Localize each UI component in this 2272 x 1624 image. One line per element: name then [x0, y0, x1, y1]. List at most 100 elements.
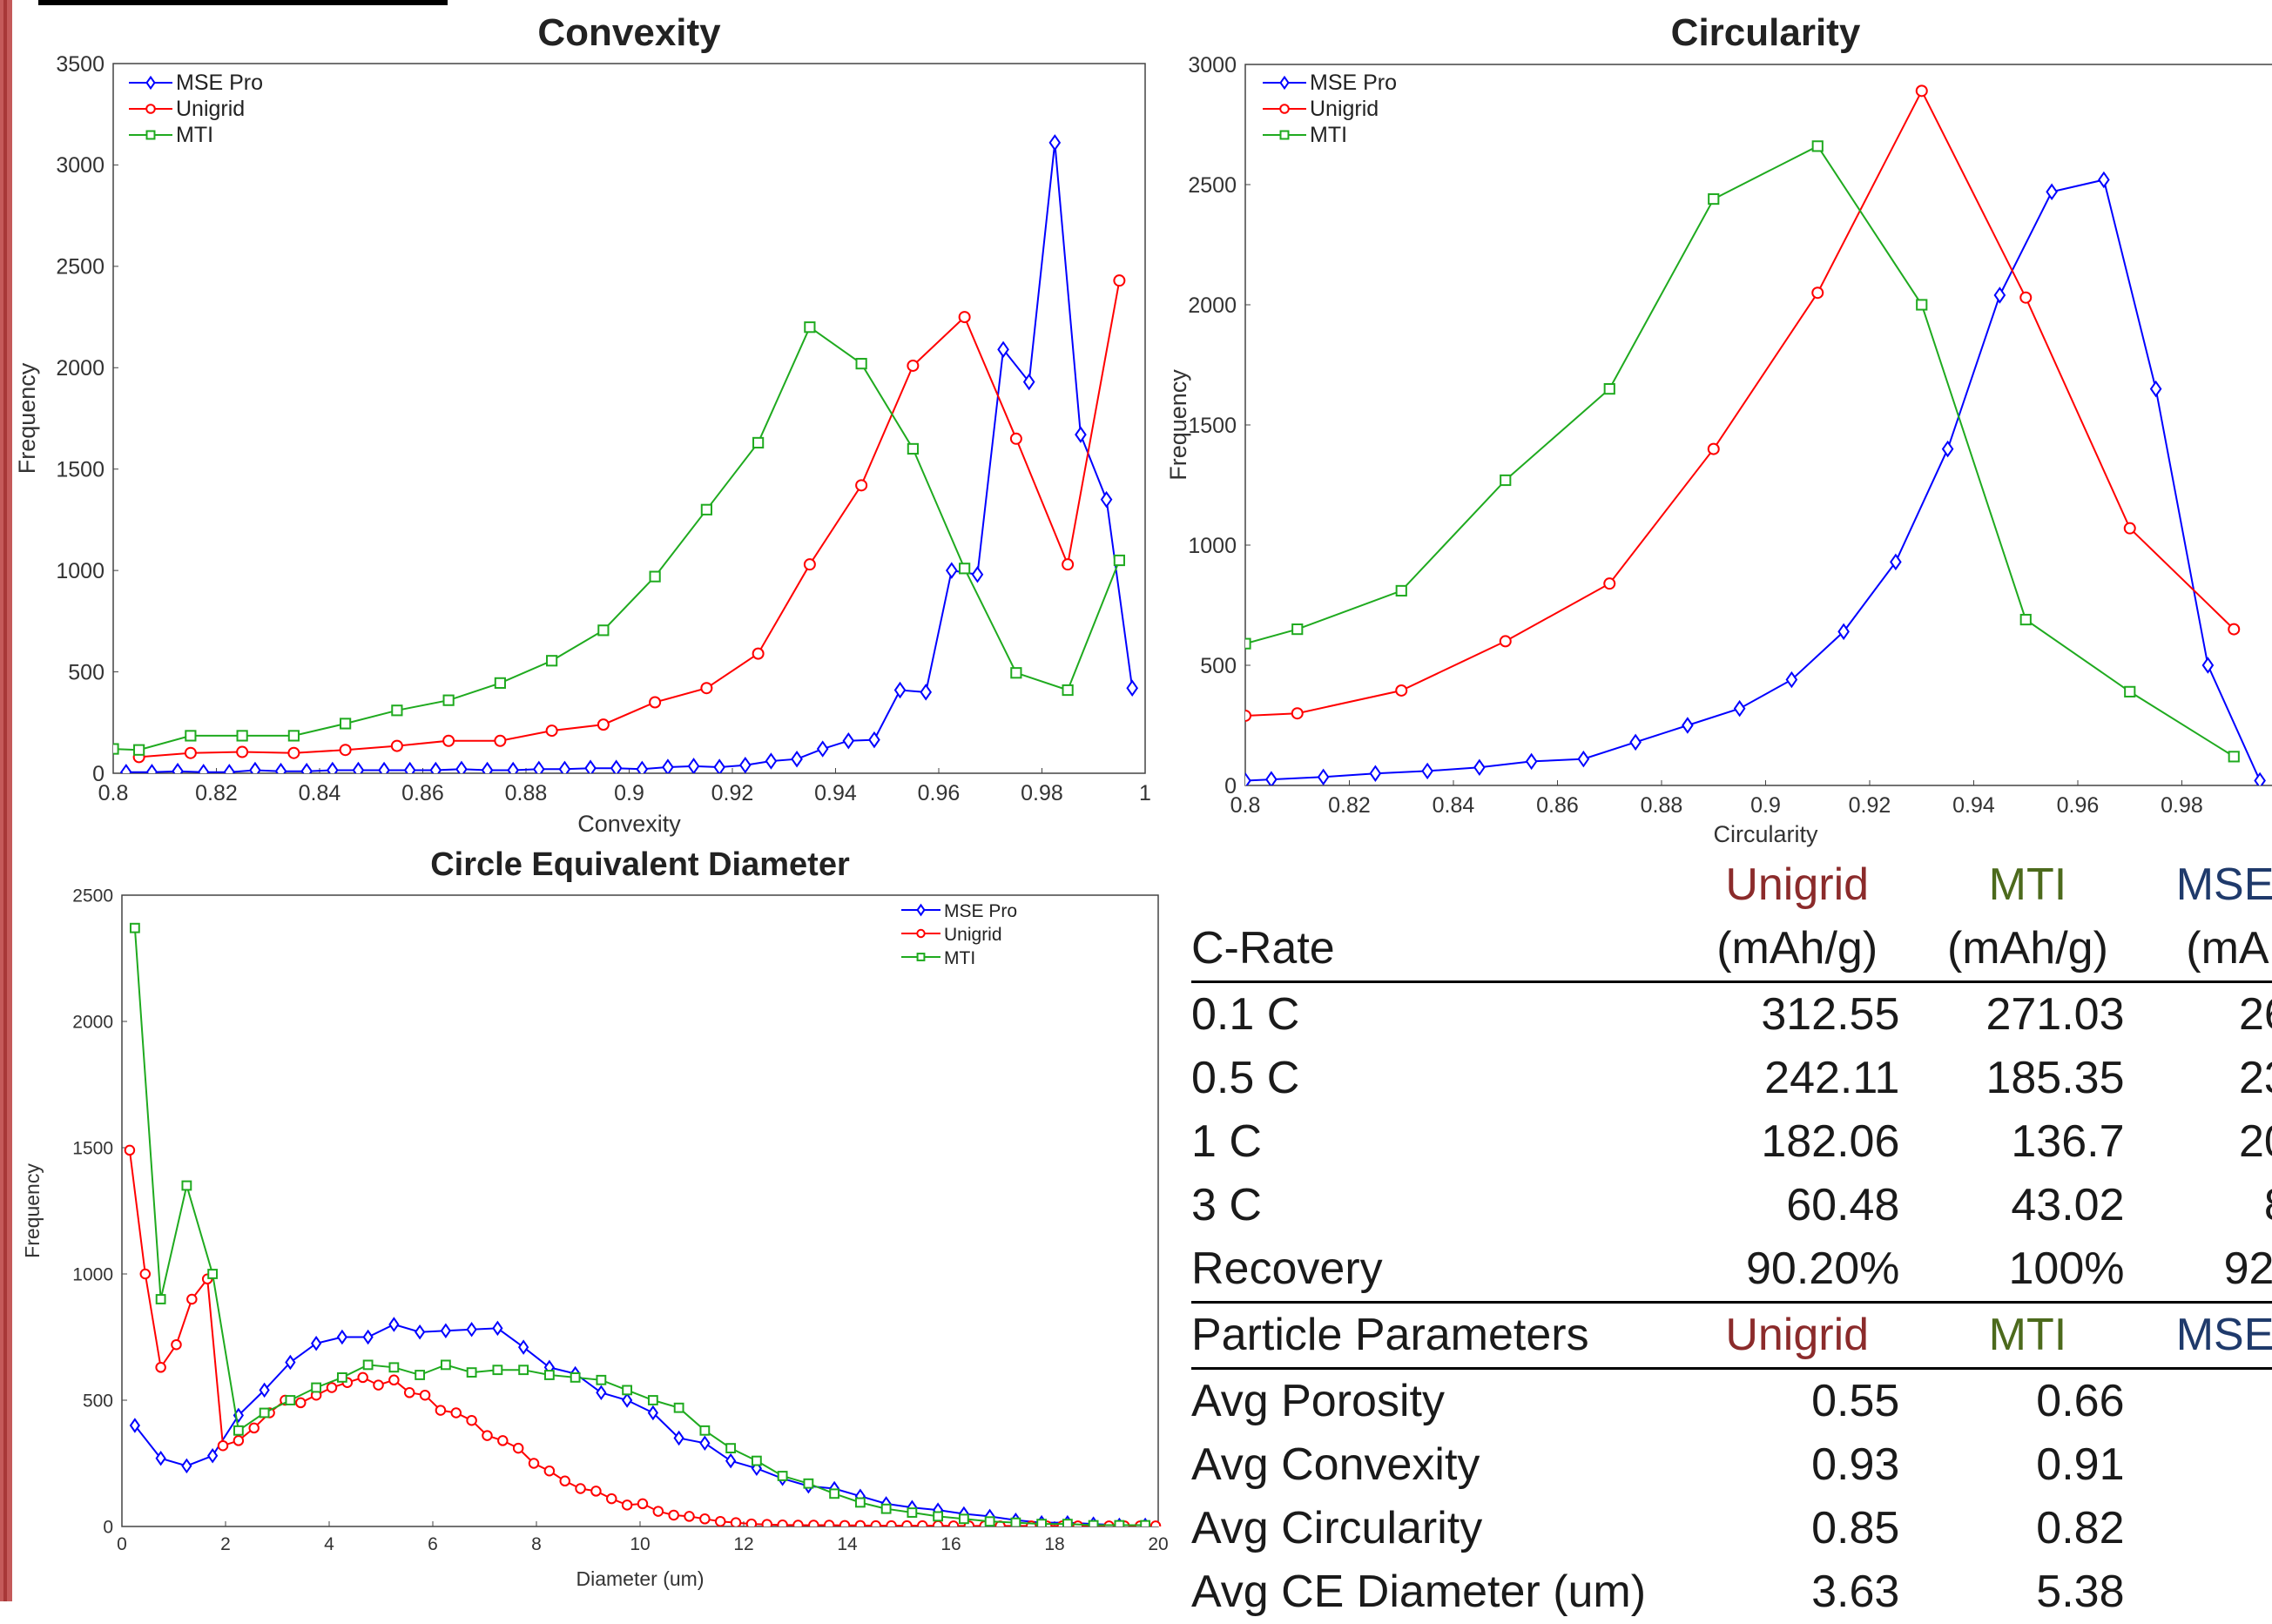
- data-point: [238, 731, 247, 740]
- y-tick-label: 2500: [1188, 173, 1237, 198]
- c-rate-cell: 185.35: [1915, 1047, 2140, 1110]
- data-point: [185, 748, 196, 758]
- data-point: [234, 1436, 244, 1445]
- data-point: [1011, 1519, 1020, 1527]
- data-point: [514, 1444, 523, 1453]
- table-header-unigrid: Unigrid: [1679, 853, 1915, 917]
- y-tick-label: 1000: [1188, 534, 1237, 558]
- data-point: [902, 1521, 912, 1531]
- data-point: [364, 1361, 373, 1370]
- data-point: [702, 505, 711, 515]
- x-tick-label: 0.94: [814, 781, 857, 805]
- particle-params-label: Particle Parameters: [1191, 1303, 1679, 1369]
- data-point: [560, 1477, 570, 1486]
- data-point: [2021, 615, 2031, 624]
- data-point: [468, 1368, 476, 1377]
- data-point: [793, 1520, 803, 1530]
- data-point: [286, 1396, 294, 1405]
- particle-cell: 0.93: [2141, 1497, 2272, 1560]
- particle-cell: 0.91: [1915, 1433, 2140, 1497]
- y-axis-label: Frequency: [14, 362, 40, 474]
- particle-cell: 0.55: [1679, 1369, 1915, 1434]
- c-rate-cell: 90.20%: [1679, 1237, 1915, 1303]
- data-point: [830, 1489, 839, 1498]
- chart-title: Circle Equivalent Diameter: [430, 846, 850, 883]
- data-point: [495, 736, 505, 746]
- x-tick-label: 0.84: [1433, 793, 1475, 818]
- data-point: [934, 1513, 942, 1521]
- x-tick-label: 0.94: [1952, 793, 1995, 818]
- data-point: [156, 1363, 165, 1372]
- data-point: [809, 1520, 819, 1530]
- x-tick-label: 10: [630, 1534, 650, 1554]
- y-tick-label: 1500: [72, 1138, 113, 1158]
- data-point: [804, 1479, 812, 1488]
- data-point: [1011, 668, 1021, 677]
- data-point: [753, 438, 763, 448]
- data-point: [482, 1431, 492, 1440]
- x-tick-label: 18: [1044, 1534, 1064, 1554]
- data-point: [141, 1270, 151, 1279]
- data-point: [452, 1408, 462, 1418]
- data-point: [2228, 624, 2239, 635]
- legend-label-mse: MSE Pro: [176, 71, 263, 95]
- data-point: [1397, 586, 1406, 596]
- data-point: [1500, 475, 1510, 485]
- c-rate-cell: 271.03: [1915, 982, 2140, 1048]
- data-point: [638, 1499, 648, 1509]
- y-tick-label: 3000: [56, 153, 104, 178]
- data-point: [949, 1521, 959, 1531]
- x-tick-label: 0.86: [401, 781, 444, 805]
- data-point: [182, 1182, 191, 1190]
- c-rate-cell: 312.55: [1679, 982, 1915, 1048]
- data-point: [908, 444, 918, 454]
- particle-row-label: Avg CE Diameter (um): [1191, 1560, 1679, 1624]
- data-point: [907, 1508, 916, 1517]
- data-point: [547, 725, 557, 736]
- c-rate-row-label: 1 C: [1191, 1110, 1679, 1174]
- c-rate-cell: 87.16: [2141, 1174, 2272, 1237]
- data-point: [392, 705, 401, 715]
- data-point: [340, 718, 350, 728]
- data-point: [327, 1383, 337, 1392]
- y-tick-label: 500: [68, 660, 104, 684]
- y-tick-label: 3000: [1188, 53, 1237, 77]
- c-rate-cell: 205.58: [2141, 1110, 2272, 1174]
- x-tick-label: 0.82: [195, 781, 238, 805]
- units-mti: (mAh/g): [1915, 917, 2140, 982]
- data-point: [2125, 687, 2134, 697]
- c-rate-cell: 60.48: [1679, 1174, 1915, 1237]
- data-point: [392, 741, 402, 751]
- data-point: [545, 1371, 554, 1379]
- data-point: [918, 954, 925, 960]
- data-point: [519, 1365, 528, 1374]
- data-point: [147, 131, 155, 139]
- data-point: [1709, 194, 1718, 204]
- data-point: [442, 1361, 450, 1370]
- x-tick-label: 0.96: [918, 781, 961, 805]
- data-point: [778, 1520, 787, 1530]
- legend-label-mse: MSE Pro: [944, 901, 1017, 921]
- x-tick-label: 0.98: [2161, 793, 2203, 818]
- data-point: [918, 1521, 927, 1531]
- data-point: [1141, 1521, 1149, 1530]
- data-point: [1604, 578, 1615, 589]
- data-point: [529, 1459, 539, 1468]
- data-point: [208, 1270, 217, 1278]
- data-point: [882, 1505, 891, 1513]
- data-point: [805, 559, 815, 569]
- results-table: Unigrid MTI MSE Pro C-Rate (mAh/g) (mAh/…: [1191, 853, 2272, 1624]
- y-tick-label: 2000: [1188, 293, 1237, 318]
- x-tick-label: 0.88: [505, 781, 548, 805]
- y-tick-label: 0: [1224, 774, 1237, 799]
- particle-header-unigrid: Unigrid: [1679, 1303, 1915, 1369]
- data-point: [1917, 85, 1927, 96]
- c-rate-label: C-Rate: [1191, 917, 1679, 982]
- data-point: [415, 1371, 424, 1379]
- data-point: [219, 1441, 228, 1451]
- data-point: [157, 1295, 165, 1304]
- c-rate-cell: 100%: [1915, 1237, 2140, 1303]
- y-tick-label: 0: [92, 762, 104, 786]
